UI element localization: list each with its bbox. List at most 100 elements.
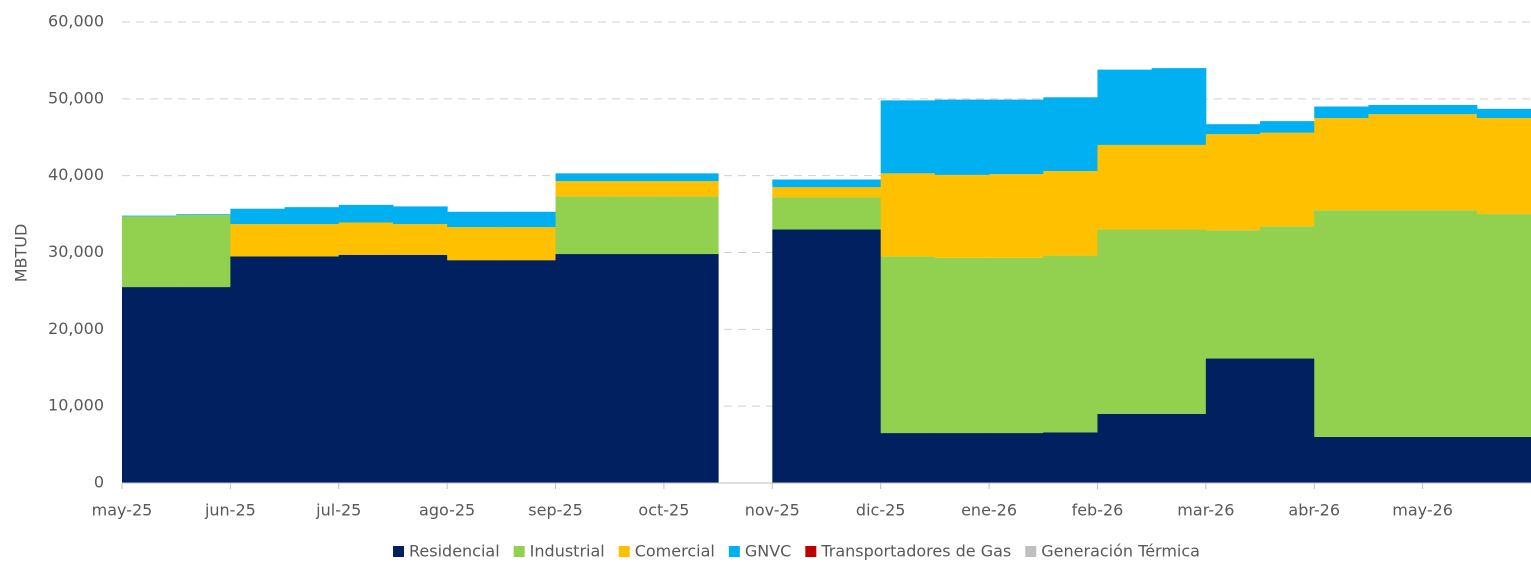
area-segment xyxy=(1043,255,1098,433)
area-segment xyxy=(1260,358,1315,483)
area-segment xyxy=(1476,118,1531,215)
y-tick-label: 40,000 xyxy=(48,165,104,184)
area-segment xyxy=(1151,144,1207,230)
area-segment xyxy=(284,256,340,483)
area-segment xyxy=(934,99,990,175)
area-segment xyxy=(501,260,557,483)
area-segment xyxy=(447,227,502,261)
y-axis-label: MBTUD xyxy=(12,224,31,283)
area-segment xyxy=(880,173,936,257)
area-segment xyxy=(826,229,882,483)
area-segment xyxy=(880,100,936,174)
area-segment xyxy=(934,174,990,258)
x-tick-label: jul-25 xyxy=(315,501,361,520)
area-segment xyxy=(1422,210,1478,437)
area-segment xyxy=(1422,104,1478,115)
area-segment xyxy=(1205,134,1261,231)
area-segment xyxy=(1097,229,1153,414)
area-segment xyxy=(1205,358,1261,483)
area-segment xyxy=(230,208,286,225)
area-segment xyxy=(392,224,448,255)
x-tick-label: oct-25 xyxy=(638,501,689,520)
area-segment xyxy=(176,287,231,483)
x-tick-label: may-26 xyxy=(1392,501,1453,520)
area-segment xyxy=(989,257,1044,434)
area-segment xyxy=(1151,229,1207,414)
area-segment xyxy=(934,257,990,434)
x-tick-label: nov-25 xyxy=(745,501,800,520)
area-segment xyxy=(501,227,557,261)
y-tick-label: 60,000 xyxy=(48,12,104,31)
area-segment xyxy=(1097,413,1153,483)
area-segment xyxy=(772,229,827,483)
y-tick-label: 10,000 xyxy=(48,396,104,415)
legend-label: Transportadores de Gas xyxy=(820,542,1011,561)
area-segment xyxy=(1043,97,1098,172)
area-segment xyxy=(555,173,611,182)
area-segment xyxy=(1476,436,1531,483)
legend-label: Industrial xyxy=(530,542,605,561)
y-tick-label: 50,000 xyxy=(48,88,104,107)
area-segment xyxy=(609,196,665,255)
area-segment xyxy=(447,260,502,483)
legend-label: Residencial xyxy=(409,542,500,561)
area-segment xyxy=(663,181,719,197)
area-segment xyxy=(663,173,719,182)
area-segment xyxy=(663,196,719,255)
area-segment xyxy=(826,197,882,230)
area-segment xyxy=(122,287,177,483)
area-segment xyxy=(284,207,340,225)
area-segment xyxy=(826,179,882,188)
area-segment xyxy=(122,215,177,217)
area-segment xyxy=(1097,144,1153,230)
area-segment xyxy=(230,224,286,257)
area-segment xyxy=(609,181,665,197)
area-segment xyxy=(1043,432,1098,483)
area-segment xyxy=(122,216,177,288)
area-segment xyxy=(1368,210,1424,437)
legend-label: Generación Térmica xyxy=(1041,542,1200,561)
area-segment xyxy=(501,211,557,228)
area-segment xyxy=(1368,104,1424,115)
area-segment xyxy=(1422,436,1478,483)
area-segment xyxy=(826,187,882,198)
x-tick-label: sep-25 xyxy=(528,501,582,520)
area-segment xyxy=(663,254,719,483)
area-segment xyxy=(1368,436,1424,483)
area-segment xyxy=(1368,114,1424,211)
area-segment xyxy=(609,254,665,483)
area-segment xyxy=(1260,226,1315,359)
area-segment xyxy=(447,211,502,228)
area-segment xyxy=(1314,118,1369,211)
area-segment xyxy=(772,197,827,230)
area-segment xyxy=(176,214,231,288)
area-segment xyxy=(338,222,394,255)
area-segment xyxy=(1151,413,1207,483)
legend-swatch xyxy=(805,546,817,557)
x-tick-label: dic-25 xyxy=(856,501,906,520)
area-segment xyxy=(338,204,394,223)
x-tick-label: ago-25 xyxy=(419,501,475,520)
x-tick-label: mar-26 xyxy=(1177,501,1234,520)
legend-swatch xyxy=(1025,546,1037,557)
legend-swatch xyxy=(728,546,740,557)
area-segment xyxy=(772,179,827,188)
x-tick-label: may-25 xyxy=(92,501,153,520)
area-segment xyxy=(989,99,1044,175)
area-segment xyxy=(989,433,1044,483)
area-segment xyxy=(880,433,936,483)
area-segment xyxy=(338,254,394,483)
x-tick-label: feb-26 xyxy=(1072,501,1124,520)
area-segment xyxy=(392,254,448,483)
legend-swatch xyxy=(513,546,525,557)
area-segment xyxy=(555,196,611,255)
area-segment xyxy=(1260,121,1315,133)
area-segment xyxy=(609,173,665,182)
area-segment xyxy=(1314,210,1369,437)
x-tick-label: abr-26 xyxy=(1288,501,1340,520)
area-segment xyxy=(1260,132,1315,227)
area-segment xyxy=(1422,114,1478,211)
y-tick-label: 20,000 xyxy=(48,319,104,338)
area-segment xyxy=(1097,69,1153,145)
area-segment xyxy=(989,174,1044,258)
